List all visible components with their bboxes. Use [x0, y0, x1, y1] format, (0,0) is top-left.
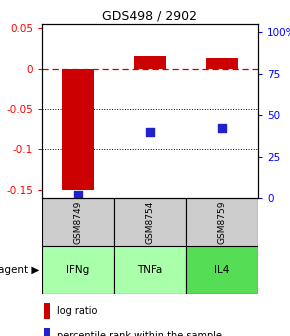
Bar	[186, 246, 258, 294]
Text: IL4: IL4	[214, 265, 230, 275]
Point	[76, 192, 80, 197]
Text: TNFa: TNFa	[137, 265, 163, 275]
Bar	[206, 58, 238, 69]
Title: GDS498 / 2902: GDS498 / 2902	[102, 10, 197, 23]
Text: GSM8759: GSM8759	[218, 200, 226, 244]
Text: IFNg: IFNg	[66, 265, 90, 275]
Bar	[114, 246, 186, 294]
Point	[148, 129, 152, 134]
Bar	[134, 56, 166, 69]
Bar	[114, 198, 186, 246]
Bar	[42, 246, 114, 294]
Bar	[62, 69, 94, 190]
Bar	[42, 198, 114, 246]
Bar	[186, 198, 258, 246]
Text: GSM8749: GSM8749	[73, 200, 82, 244]
Text: GSM8754: GSM8754	[146, 200, 155, 244]
Text: percentile rank within the sample: percentile rank within the sample	[57, 331, 222, 336]
Bar	[44, 328, 50, 336]
Text: agent ▶: agent ▶	[0, 265, 39, 275]
Text: log ratio: log ratio	[57, 306, 97, 316]
Point	[220, 126, 224, 131]
Bar	[44, 303, 50, 319]
